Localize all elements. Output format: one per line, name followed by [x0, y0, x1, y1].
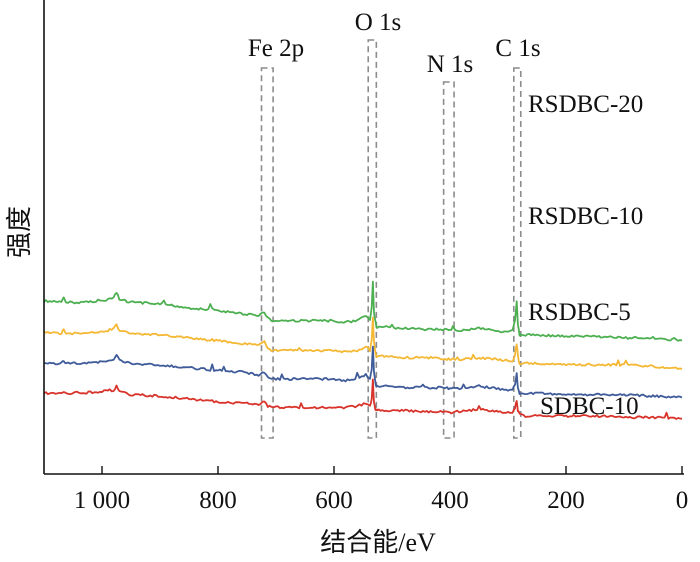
peak-label-o-1s: O 1s: [355, 9, 402, 36]
peak-label-fe-2p: Fe 2p: [248, 35, 304, 62]
series-line-sdbc-10: [43, 378, 683, 420]
peak-box-o-1s: [367, 39, 378, 439]
series-labels: RSDBC-20 RSDBC-10 RSDBC-5 SDBC-10: [528, 91, 643, 420]
series-line-rsdbc-20: [43, 280, 683, 342]
x-tick-label-600: 600: [315, 487, 353, 514]
series-label-rsdbc-5: RSDBC-5: [528, 299, 631, 326]
series-label-sdbc-10: SDBC-10: [540, 393, 639, 420]
peak-label-n-1s: N 1s: [427, 51, 474, 78]
series-label-rsdbc-20: RSDBC-20: [528, 91, 643, 118]
series-line-rsdbc-5: [43, 345, 683, 399]
peak-labels: Fe 2p O 1s N 1s C 1s: [248, 9, 541, 78]
peak-box-c-1s: [512, 67, 522, 439]
x-ticks: 1 000 800 600 400 200 0: [74, 466, 688, 514]
x-tick-label-0: 0: [676, 487, 689, 514]
peak-boxes: [260, 39, 522, 439]
x-tick-label-400: 400: [431, 487, 469, 514]
series-line-rsdbc-10: [43, 316, 683, 370]
y-axis-label: 强度: [5, 206, 34, 258]
series-label-rsdbc-10: RSDBC-10: [528, 203, 643, 230]
x-tick-label-1000: 1 000: [74, 487, 130, 514]
peak-label-c-1s: C 1s: [495, 35, 540, 62]
x-tick-label-800: 800: [199, 487, 237, 514]
peak-box-fe-2p: [260, 67, 274, 439]
x-tick-label-200: 200: [547, 487, 585, 514]
axes: [43, 0, 684, 475]
x-axis-label: 结合能/eV: [320, 528, 436, 557]
peak-box-n-1s: [442, 81, 455, 439]
series-lines: [43, 280, 683, 420]
